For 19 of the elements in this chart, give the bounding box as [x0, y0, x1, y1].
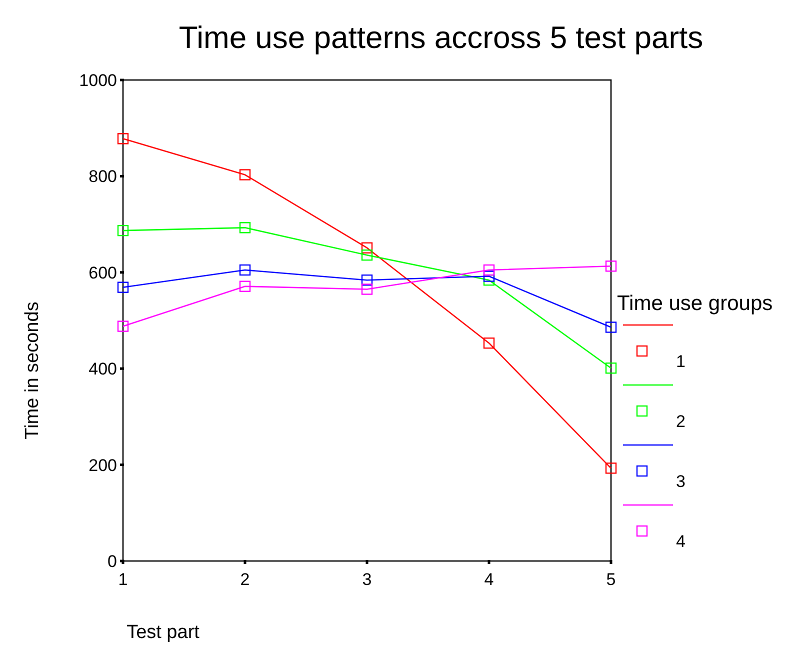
chart-title: Time use patterns accross 5 test parts [178, 20, 704, 55]
y-tick-label: 200 [88, 456, 117, 475]
x-tick-label: 4 [484, 570, 494, 589]
x-tick-label: 1 [118, 570, 128, 589]
y-tick-label: 0 [108, 552, 117, 571]
y-tick-label: 1000 [79, 71, 117, 90]
legend-label: 1 [676, 352, 686, 371]
y-axis-title: Time in seconds [22, 302, 43, 440]
legend-label: 4 [676, 532, 686, 551]
x-axis-title: Test part [126, 622, 200, 643]
x-tick-label: 5 [606, 570, 616, 589]
x-tick-label: 3 [362, 570, 372, 589]
legend-title: Time use groups [617, 292, 773, 315]
legend-label: 3 [676, 472, 686, 491]
y-tick-label: 800 [88, 167, 117, 186]
legend-label: 2 [676, 412, 686, 431]
y-tick-label: 600 [88, 263, 117, 282]
x-tick-label: 2 [240, 570, 250, 589]
y-tick-label: 400 [88, 360, 117, 379]
